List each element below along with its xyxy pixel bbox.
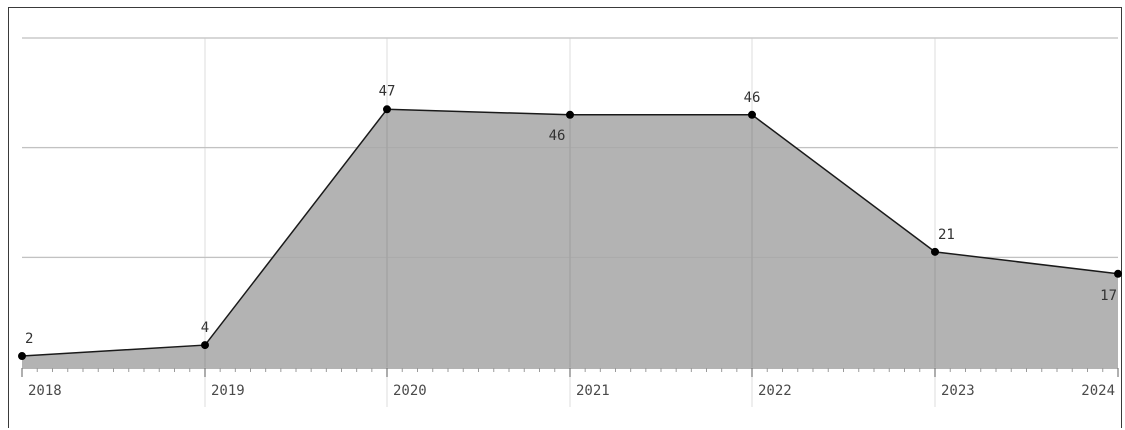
data-label-2018: 2 <box>25 331 33 347</box>
x-tick-label-2019: 2019 <box>211 383 245 399</box>
data-label-2020: 47 <box>379 83 396 99</box>
chart-frame: 2018 2019 2020 2021 2022 2023 2024 2 4 47 46 46 21 17 <box>8 7 1122 428</box>
data-label-2024: 17 <box>1100 288 1117 304</box>
data-point-2023 <box>931 247 939 256</box>
data-point-2019 <box>201 341 209 350</box>
data-point-2018 <box>18 352 26 361</box>
x-tick-label-2023: 2023 <box>941 383 975 399</box>
x-tick-label-2022: 2022 <box>758 383 792 399</box>
data-label-2022: 46 <box>744 90 761 106</box>
data-label-2021: 46 <box>549 128 566 144</box>
x-tick-label-2024: 2024 <box>1081 383 1115 399</box>
data-point-2022 <box>748 110 756 119</box>
x-tick-label-2020: 2020 <box>393 383 427 399</box>
data-label-2023: 21 <box>938 227 955 243</box>
x-tick-label-2021: 2021 <box>576 383 610 399</box>
data-point-2024 <box>1114 269 1122 278</box>
data-point-2021 <box>566 110 574 119</box>
data-label-2019: 4 <box>201 320 209 336</box>
x-tick-label-2018: 2018 <box>28 383 62 399</box>
area-chart: 2018 2019 2020 2021 2022 2023 2024 2 4 47 46 46 21 17 <box>18 37 1122 407</box>
data-point-2020 <box>383 105 391 114</box>
